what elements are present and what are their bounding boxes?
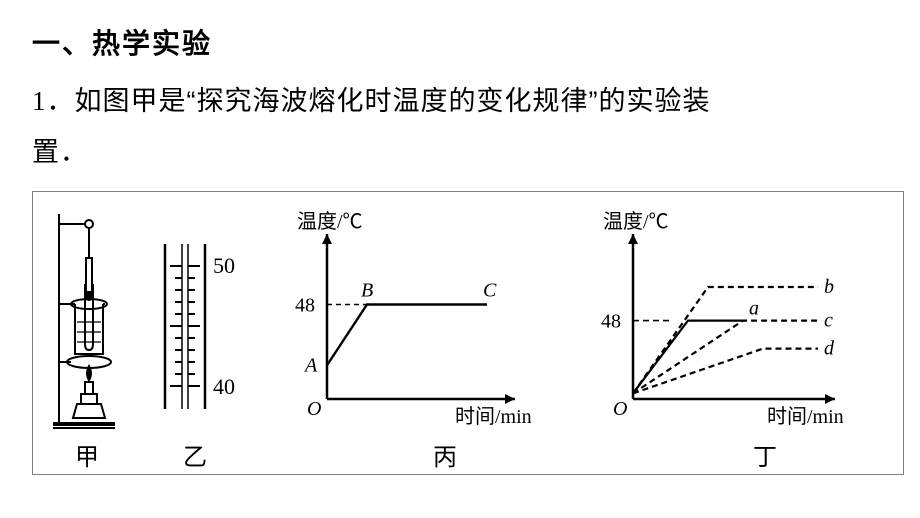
svg-text:时间/min: 时间/min [455,405,532,428]
question-line2: 置． [32,137,88,167]
question-number: 1． [32,86,75,116]
chart-bing-svg: 温度/℃ 时间/min O 48 A B C [255,204,565,434]
svg-text:O: O [613,398,627,420]
panel-jia [45,204,145,434]
section-title: 一、热学实验 [32,22,888,62]
chart-ding-svg: 温度/℃ 时间/min O 48 bcd a [565,204,865,434]
svg-text:B: B [361,279,373,301]
question-text: 1．如图甲是“探究海波熔化时温度的变化规律”的实验装 置． [32,76,888,179]
caption-bing: 丙 [433,437,459,472]
svg-text:A: A [303,354,318,376]
svg-text:48: 48 [295,294,315,316]
apparatus-svg [45,204,145,434]
svg-text:时间/min: 时间/min [767,405,844,428]
svg-text:b: b [824,276,834,298]
caption-ding: 丁 [753,437,779,472]
svg-text:C: C [483,279,497,301]
svg-text:a: a [749,297,759,319]
svg-text:48: 48 [601,310,621,332]
panel-yi: 50 40 [145,204,255,434]
caption-yi: 乙 [183,437,209,472]
thermometer-svg: 50 40 [145,204,255,434]
svg-text:温度/℃: 温度/℃ [297,210,363,233]
question-line1: 如图甲是“探究海波熔化时温度的变化规律”的实验装 [75,86,711,116]
panel-bing: 温度/℃ 时间/min O 48 A B C [255,204,565,434]
svg-text:d: d [824,337,835,359]
svg-text:c: c [824,309,833,331]
caption-jia: 甲 [75,437,101,472]
thermo-label-top: 50 [213,253,235,278]
panel-ding: 温度/℃ 时间/min O 48 bcd a [565,204,865,434]
figure-box: 50 40 温度/℃ 时间/min O 48 A B C 温度/℃ 时间/min O 48 bcd a… [32,191,904,475]
thermo-label-bottom: 40 [213,374,235,399]
svg-text:温度/℃: 温度/℃ [603,210,669,233]
svg-text:O: O [307,398,321,420]
